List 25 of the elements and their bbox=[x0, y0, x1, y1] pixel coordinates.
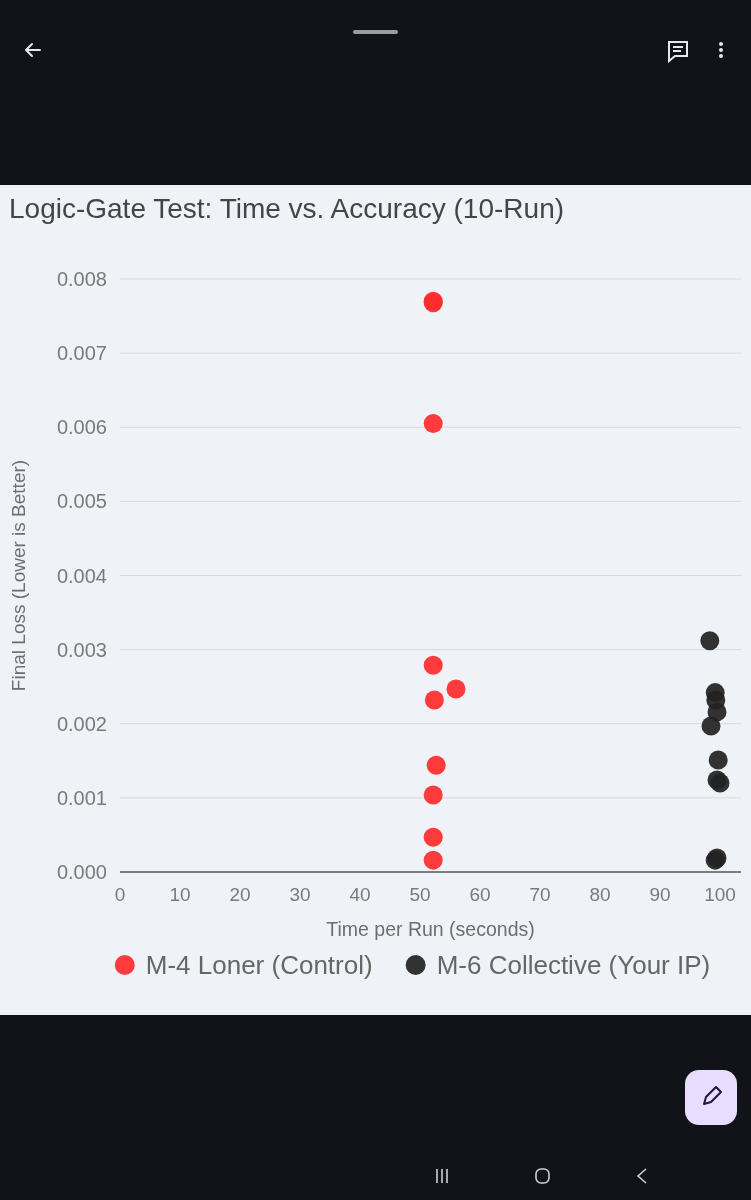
x-tick-label: 20 bbox=[229, 884, 251, 905]
x-tick-label: 90 bbox=[649, 884, 671, 905]
x-tick-label: 100 bbox=[704, 884, 736, 905]
x-tick-label: 30 bbox=[289, 884, 311, 905]
y-axis-title: Final Loss (Lower is Better) bbox=[8, 459, 29, 692]
x-tick-label: 70 bbox=[529, 884, 551, 905]
legend-label: M-4 Loner (Control) bbox=[145, 950, 373, 981]
legend-label: M-6 Collective (Your IP) bbox=[436, 950, 711, 981]
y-tick-label: 0.006 bbox=[56, 416, 107, 439]
y-tick-label: 0.003 bbox=[56, 638, 107, 661]
y-tick-label: 0.001 bbox=[56, 786, 107, 809]
x-axis-title: Time per Run (seconds) bbox=[326, 918, 535, 940]
y-tick-label: 0.005 bbox=[56, 490, 107, 513]
y-tick-label: 0.000 bbox=[56, 861, 107, 883]
y-tick-label: 0.007 bbox=[56, 342, 107, 365]
y-tick-label: 0.008 bbox=[56, 268, 107, 290]
chart-title: Logic-Gate Test: Time vs. Accuracy (10-Run) bbox=[9, 193, 565, 224]
x-tick-label: 80 bbox=[589, 884, 611, 905]
x-tick-label: 0 bbox=[114, 884, 126, 905]
x-tick-label: 50 bbox=[409, 884, 431, 905]
x-tick-label: 60 bbox=[469, 884, 491, 905]
x-tick-label: 10 bbox=[169, 884, 191, 905]
y-tick-label: 0.002 bbox=[56, 712, 107, 735]
x-tick-label: 40 bbox=[349, 884, 371, 905]
y-tick-label: 0.004 bbox=[56, 564, 107, 587]
